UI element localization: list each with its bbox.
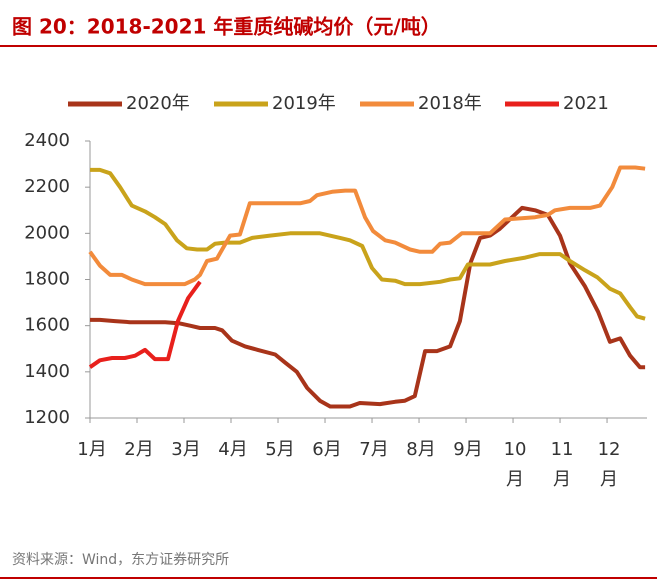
legend-label: 2019年 bbox=[272, 93, 336, 114]
y-tick-label: 1200 bbox=[24, 407, 70, 428]
series-line bbox=[88, 280, 202, 369]
legend-label: 2018年 bbox=[418, 93, 482, 114]
x-tick-label: 5月 bbox=[265, 439, 294, 460]
x-tick-label: 12 月 bbox=[598, 439, 621, 490]
y-tick-label: 1800 bbox=[24, 269, 70, 290]
x-tick-label: 1月 bbox=[77, 439, 106, 460]
x-tick-label: 11 月 bbox=[551, 439, 574, 490]
legend-label: 2021 bbox=[563, 93, 609, 114]
x-tick-label: 10 月 bbox=[504, 439, 527, 490]
legend-label: 2020年 bbox=[126, 93, 190, 114]
x-tick-label: 7月 bbox=[359, 439, 388, 460]
chart-title: 图 20：2018-2021 年重质纯碱均价（元/吨） bbox=[12, 15, 441, 39]
y-tick-label: 2200 bbox=[24, 176, 70, 197]
x-tick-label: 2月 bbox=[124, 439, 153, 460]
x-tick-label: 8月 bbox=[406, 439, 435, 460]
y-tick-label: 2400 bbox=[24, 130, 70, 151]
series-line bbox=[88, 165, 646, 287]
series-line bbox=[90, 205, 646, 409]
x-tick-label: 6月 bbox=[312, 439, 341, 460]
x-tick-label: 9月 bbox=[453, 439, 482, 460]
x-tick-label: 3月 bbox=[171, 439, 200, 460]
y-tick-label: 2000 bbox=[24, 222, 70, 243]
series-line bbox=[90, 167, 646, 321]
y-tick-label: 1400 bbox=[24, 361, 70, 382]
x-tick-label: 4月 bbox=[218, 439, 247, 460]
y-tick-label: 1600 bbox=[24, 315, 70, 336]
source-note: 资料来源：Wind，东方证券研究所 bbox=[12, 552, 229, 568]
